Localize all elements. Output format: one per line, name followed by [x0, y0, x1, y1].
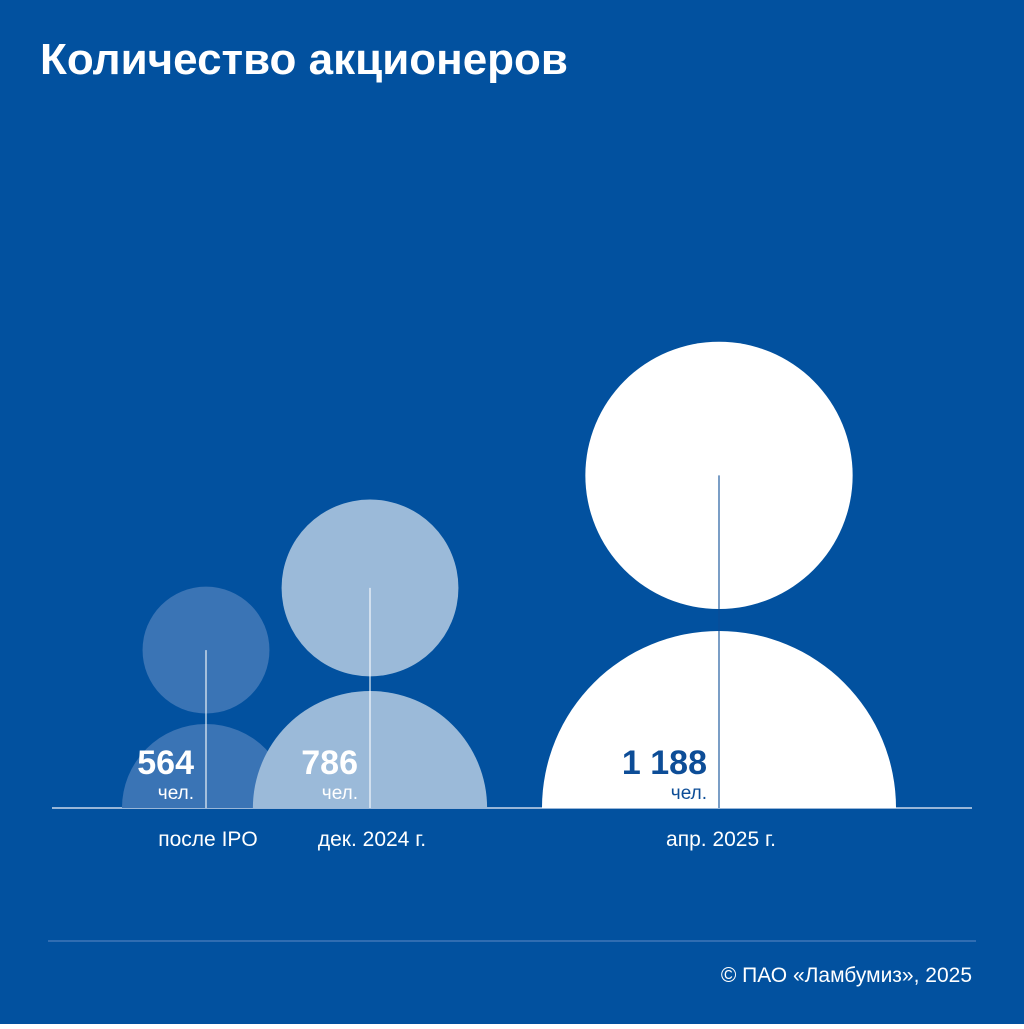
value-label: 786 [301, 744, 358, 782]
category-label: апр. 2025 г. [666, 828, 776, 851]
unit-label: чел. [322, 783, 358, 804]
unit-label: чел. [158, 783, 194, 804]
unit-label: чел. [671, 783, 707, 804]
chart-title: Количество акционеров [40, 35, 568, 84]
value-label: 1 188 [622, 744, 707, 782]
category-label: дек. 2024 г. [318, 828, 426, 851]
footer: © ПАО «Ламбумиз», 2025 [721, 964, 972, 987]
category-label: после IPO [158, 828, 258, 851]
value-label: 564 [137, 744, 194, 782]
